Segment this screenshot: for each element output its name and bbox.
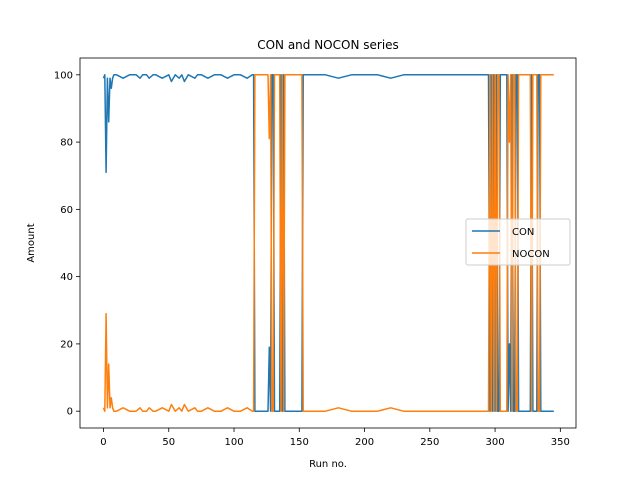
x-tick-label: 300: [486, 437, 505, 448]
y-axis: 0 20 40 60 80 100: [54, 70, 80, 418]
x-tick-label: 250: [420, 437, 439, 448]
y-tick-label: 100: [54, 70, 73, 81]
legend-label-con: CON: [512, 227, 534, 238]
y-tick-label: 60: [60, 205, 73, 216]
x-tick-label: 150: [290, 437, 309, 448]
x-tick-label: 200: [355, 437, 374, 448]
y-tick-label: 40: [60, 272, 73, 283]
legend: CON NOCON: [465, 218, 571, 266]
series-layer: [102, 74, 554, 412]
x-tick-label: 350: [551, 437, 570, 448]
series-line-con: [102, 74, 554, 412]
y-tick-label: 20: [60, 339, 73, 350]
y-axis-label: Amount: [26, 223, 37, 262]
legend-label-nocon: NOCON: [512, 249, 550, 260]
x-tick-label: 50: [162, 437, 175, 448]
x-tick-label: 100: [224, 437, 243, 448]
series-line-nocon: [102, 74, 554, 412]
y-tick-label: 80: [60, 138, 73, 149]
x-axis: 0 50 100 150 200 250 300 350: [100, 428, 570, 448]
plot-frame: [79, 57, 577, 429]
x-tick-label: 0: [100, 437, 106, 448]
chart-title: CON and NOCON series: [257, 38, 399, 52]
y-tick-label: 0: [67, 407, 73, 418]
x-axis-label: Run no.: [309, 459, 347, 470]
